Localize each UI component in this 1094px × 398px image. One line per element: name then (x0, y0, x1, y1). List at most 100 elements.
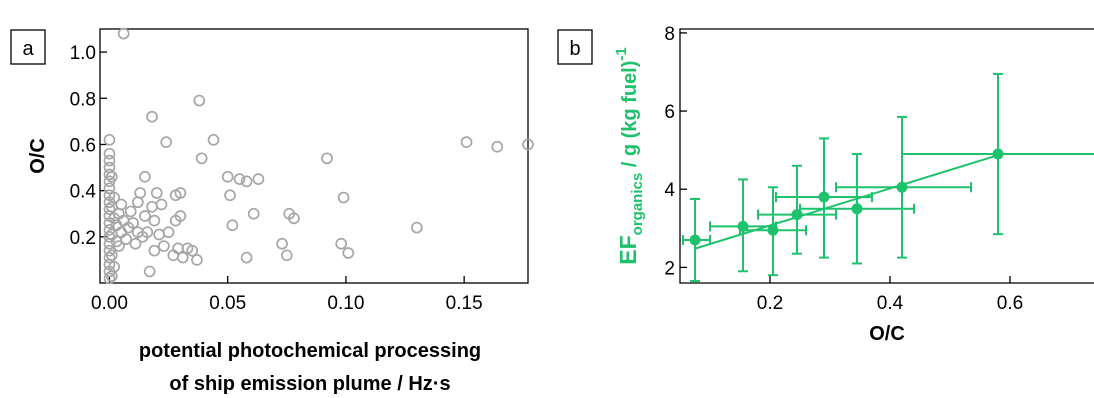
plot-a-point (193, 94, 206, 107)
plot-a-point (160, 136, 173, 148)
plot-a-point (226, 219, 239, 232)
plot-a-point (247, 207, 260, 220)
plot-a-point (103, 133, 116, 146)
plot-a-point (335, 237, 348, 250)
plot-a-point (108, 260, 121, 273)
plot-a-point (157, 240, 170, 252)
plot-a-point (288, 212, 300, 225)
plot-b-xlabel: O/C (869, 323, 905, 345)
plot-a-point (127, 217, 139, 229)
plot-a-point (174, 187, 187, 199)
plot-a-ylabel: O/C (27, 138, 49, 174)
plot-a-point (124, 205, 137, 218)
plot-a-point (233, 173, 246, 185)
plot-a-point (105, 170, 118, 183)
plot-b-ylabel: EForganics / g (kg fuel)-1 (613, 47, 646, 264)
plot-a-points (103, 27, 534, 285)
plot-a-ytick-label: 1.0 (70, 43, 96, 64)
plot-a-point (153, 228, 165, 241)
plot-a-point (148, 244, 161, 257)
plot-b-point (737, 220, 749, 232)
plot-b-ticks: 0.2 0.4 0.6 2 4 6 8 (664, 24, 1023, 314)
plot-a-point (129, 237, 142, 250)
plot-b-fit-line (694, 154, 999, 250)
plot-b-ylabel-sup: -1 (613, 47, 630, 60)
plot-a-point (174, 210, 187, 222)
plot-b-point (791, 209, 803, 221)
plot-a-point (240, 251, 253, 264)
plot-a-point (321, 152, 333, 165)
plot-a-point (143, 265, 156, 278)
plot-a-ticks: 0.00 0.05 0.10 0.15 0.2 0.4 0.6 0.8 1.0 (70, 43, 483, 314)
panel-b: b 0.2 0.4 0.6 2 4 6 8 O/C EForganics / g (kg f… (557, 24, 1094, 345)
plot-a-point (103, 168, 116, 181)
plot-a-xlabel-line1: potential photochemical processing (139, 340, 481, 362)
plot-a-point (146, 200, 158, 213)
plot-a-point (117, 27, 130, 40)
plot-a-point (342, 247, 355, 259)
plot-a-xtick-label: 0.00 (91, 293, 128, 314)
plot-a-point (195, 152, 208, 165)
plot-b-ylabel-rest: / g (kg fuel) (619, 61, 641, 173)
plot-b-point (689, 234, 701, 246)
plot-b-xtick-label: 0.4 (877, 293, 904, 314)
plot-a-point (103, 182, 116, 195)
plot-a-ytick-label: 0.2 (70, 228, 96, 249)
plot-a-point (103, 251, 116, 264)
plot-b-ytick-label: 6 (664, 102, 675, 123)
plot-a-point (191, 254, 203, 266)
plot-a-point (176, 251, 189, 264)
plot-a-point (103, 147, 116, 160)
plot-b-point (818, 191, 830, 203)
plot-a-point (139, 210, 151, 222)
plot-a-frame (99, 28, 529, 284)
plot-a-ytick-label: 0.8 (70, 89, 96, 110)
plot-a-point (115, 198, 128, 211)
plot-a-point (337, 191, 350, 204)
plot-a-point (146, 110, 158, 123)
plot-b-ylabel-main: EF (615, 235, 641, 264)
plot-a-point (207, 133, 220, 146)
plot-a-point (252, 173, 265, 185)
plot-b-ytick-label: 2 (664, 258, 675, 279)
plot-a-point (221, 170, 234, 183)
plot-a-point (276, 237, 288, 250)
plot-b-points (689, 148, 1004, 246)
plot-a-point (120, 233, 132, 245)
plot-a-point (162, 226, 175, 239)
plot-a-point (240, 175, 253, 188)
plot-a-point (139, 170, 151, 183)
plot-a-point (411, 221, 423, 234)
plot-a-xtick-label: 0.15 (446, 293, 483, 314)
plot-a-point (113, 240, 125, 252)
plot-b-frame (679, 28, 1094, 284)
plot-a-point (460, 136, 473, 148)
plot-b-ylabel-sub: organics (629, 173, 646, 236)
plot-a-point (280, 249, 293, 262)
panel-a: a 0.00 0.05 0.10 0.15 0.2 0.4 0.6 0.8 1.0 O/C po… (10, 27, 534, 395)
plot-a-point (105, 249, 118, 262)
plot-a-point (186, 244, 199, 257)
plot-a-ytick-label: 0.4 (70, 182, 97, 203)
plot-a-point (522, 138, 534, 151)
plot-a-point (148, 214, 161, 227)
panel-a-label: a (22, 38, 34, 60)
plot-a-point (155, 198, 168, 211)
plot-b-fit-segment (694, 154, 999, 250)
plot-a-xtick-label: 0.05 (209, 293, 246, 314)
plot-a-point (150, 187, 163, 199)
plot-a-point (491, 140, 504, 153)
panel-b-label-box (557, 29, 593, 65)
plot-b-point (851, 203, 863, 215)
plot-b-point (992, 148, 1004, 160)
plot-b-xtick-label: 0.2 (757, 293, 783, 314)
plot-a-point (103, 154, 116, 167)
plot-b-point (767, 224, 779, 236)
plot-a-point (224, 189, 236, 202)
plot-a-ytick-label: 0.6 (70, 135, 96, 156)
plot-b-ytick-label: 8 (664, 24, 675, 45)
panel-b-label: b (569, 38, 580, 60)
plot-a-point (103, 203, 116, 215)
plot-a-point (141, 226, 154, 239)
